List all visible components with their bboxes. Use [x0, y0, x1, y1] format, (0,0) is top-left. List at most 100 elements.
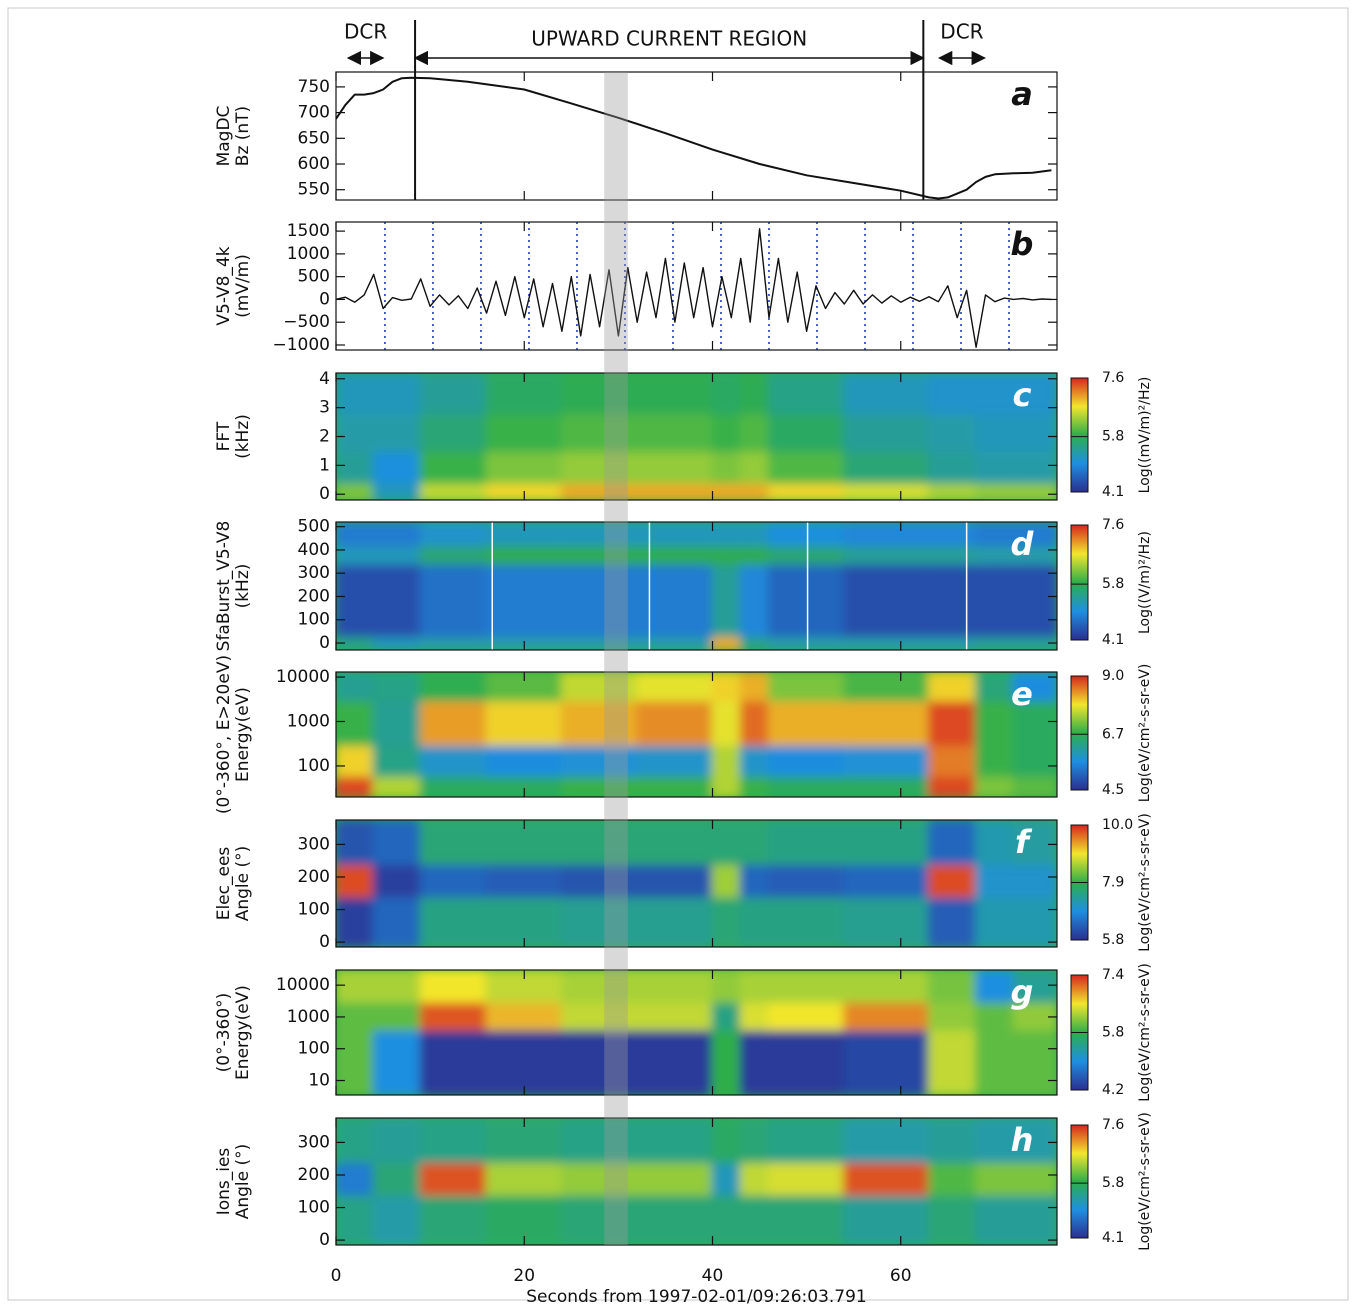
heatmap-cell [1012, 1160, 1057, 1196]
heatmap-cell [843, 672, 930, 702]
heatmap-cell [560, 1160, 639, 1196]
heatmap-cell [711, 1193, 742, 1245]
heatmap-cell [767, 481, 846, 500]
heatmap-cell [767, 1000, 846, 1031]
heatmap-cell [843, 481, 930, 500]
heatmap-cell [711, 699, 742, 746]
heatmap-cell [1012, 522, 1057, 547]
heatmap-cell [336, 1193, 375, 1245]
heatmap-cell [1012, 412, 1057, 452]
heatmap-cell [419, 562, 488, 638]
heatmap-cell [711, 635, 742, 650]
x-tick-label: 40 [702, 1266, 724, 1286]
heatmap-cell [767, 449, 846, 484]
heatmap-clip [336, 522, 1057, 650]
panel-letter: d [1011, 525, 1035, 563]
heatmap-cell [636, 672, 714, 702]
heatmap-cell [336, 412, 375, 452]
heatmap-cell [767, 699, 846, 746]
heatmap-cell [739, 1193, 770, 1245]
heatmap-cell [419, 412, 488, 452]
heatmap-cell [372, 373, 422, 415]
heatmap-cell [843, 895, 930, 947]
heatmap-cell [975, 743, 1015, 777]
colorbar-label: Log(eV/cm²-s-sr-eV) [1137, 963, 1153, 1102]
colorbar [1070, 524, 1089, 641]
heatmap-cell [336, 481, 375, 500]
y-tick-label: 100 [298, 1198, 330, 1218]
heatmap-cell [767, 1118, 846, 1163]
y-tick-label: 750 [298, 77, 330, 97]
heatmap-cell [927, 1193, 978, 1245]
heatmap-cell [560, 895, 639, 947]
heatmap-cell [560, 412, 639, 452]
heatmap-cell [485, 412, 563, 452]
heatmap-cell [927, 774, 978, 797]
heatmap-cell [843, 820, 930, 865]
heatmap-cell [372, 699, 422, 746]
heatmap-cell [560, 449, 639, 484]
y-axis-label: Energy(eV) [233, 985, 253, 1080]
heatmap-cell [927, 544, 978, 565]
annotation-text: DCR [344, 20, 387, 44]
heatmap-cell [739, 449, 770, 484]
colorbar-tick-label: 7.9 [1102, 875, 1124, 891]
heatmap [336, 820, 1057, 947]
heatmap-cell [843, 449, 930, 484]
heatmap-cell [1012, 635, 1057, 650]
heatmap-cell [1012, 449, 1057, 484]
heatmap-cell [636, 562, 714, 638]
heatmap-cell [1012, 544, 1057, 565]
heatmap-cell [767, 820, 846, 865]
y-tick-label: 600 [298, 154, 330, 174]
heatmap-clip [336, 373, 1057, 500]
heatmap-cell [1012, 895, 1057, 947]
y-tick-label: 300 [298, 563, 330, 583]
heatmap-cell [419, 862, 488, 898]
heatmap-cell [767, 544, 846, 565]
colorbar-tick-label: 4.5 [1102, 782, 1124, 798]
heatmap-cell [485, 1028, 563, 1095]
heatmap-cell [739, 774, 770, 797]
heatmap-cell [336, 862, 375, 898]
y-tick-label: 200 [298, 586, 330, 606]
heatmap-cell [336, 522, 375, 547]
y-axis-label: FFT [214, 421, 234, 451]
heatmap-cell [843, 862, 930, 898]
plot-frame [335, 71, 1058, 201]
heatmap-cell [843, 743, 930, 777]
heatmap-cell [767, 412, 846, 452]
heatmap-cell [336, 672, 375, 702]
y-axis-label: SfaBurst_V5-V8 [214, 521, 234, 652]
y-tick-label: 500 [298, 517, 330, 537]
heatmap-cell [419, 774, 488, 797]
heatmap-cell [1012, 970, 1057, 1003]
heatmap-cell [419, 699, 488, 746]
y-tick-label: 100 [298, 610, 330, 630]
heatmap-clip [336, 672, 1057, 797]
heatmap-cell [1012, 743, 1057, 777]
y-tick-label: 0 [319, 289, 330, 309]
heatmap-cell [336, 544, 375, 565]
y-axis-label: Angle (°) [233, 1144, 253, 1220]
heatmap-cell [843, 1160, 930, 1196]
heatmap-cell [372, 1118, 422, 1163]
y-tick-label: 1 [319, 455, 330, 475]
heatmap-cell [927, 373, 978, 415]
colorbar-tick-label: 10.0 [1102, 817, 1133, 833]
heatmap-cell [843, 635, 930, 650]
heatmap-cell [372, 1160, 422, 1196]
heatmap [336, 1118, 1057, 1245]
heatmap-cell [636, 1160, 714, 1196]
heatmap-cell [336, 1028, 375, 1095]
plot-frame [335, 969, 1058, 1096]
heatmap-cell [372, 481, 422, 500]
heatmap-cell [485, 481, 563, 500]
heatmap-cell [1012, 481, 1057, 500]
heatmap-cell [927, 1000, 978, 1031]
heatmap-cell [336, 774, 375, 797]
heatmap-cell [711, 970, 742, 1003]
colorbar-tick-label: 5.8 [1102, 1175, 1124, 1191]
y-tick-label: 2 [319, 427, 330, 447]
heatmap-cell [560, 522, 639, 547]
